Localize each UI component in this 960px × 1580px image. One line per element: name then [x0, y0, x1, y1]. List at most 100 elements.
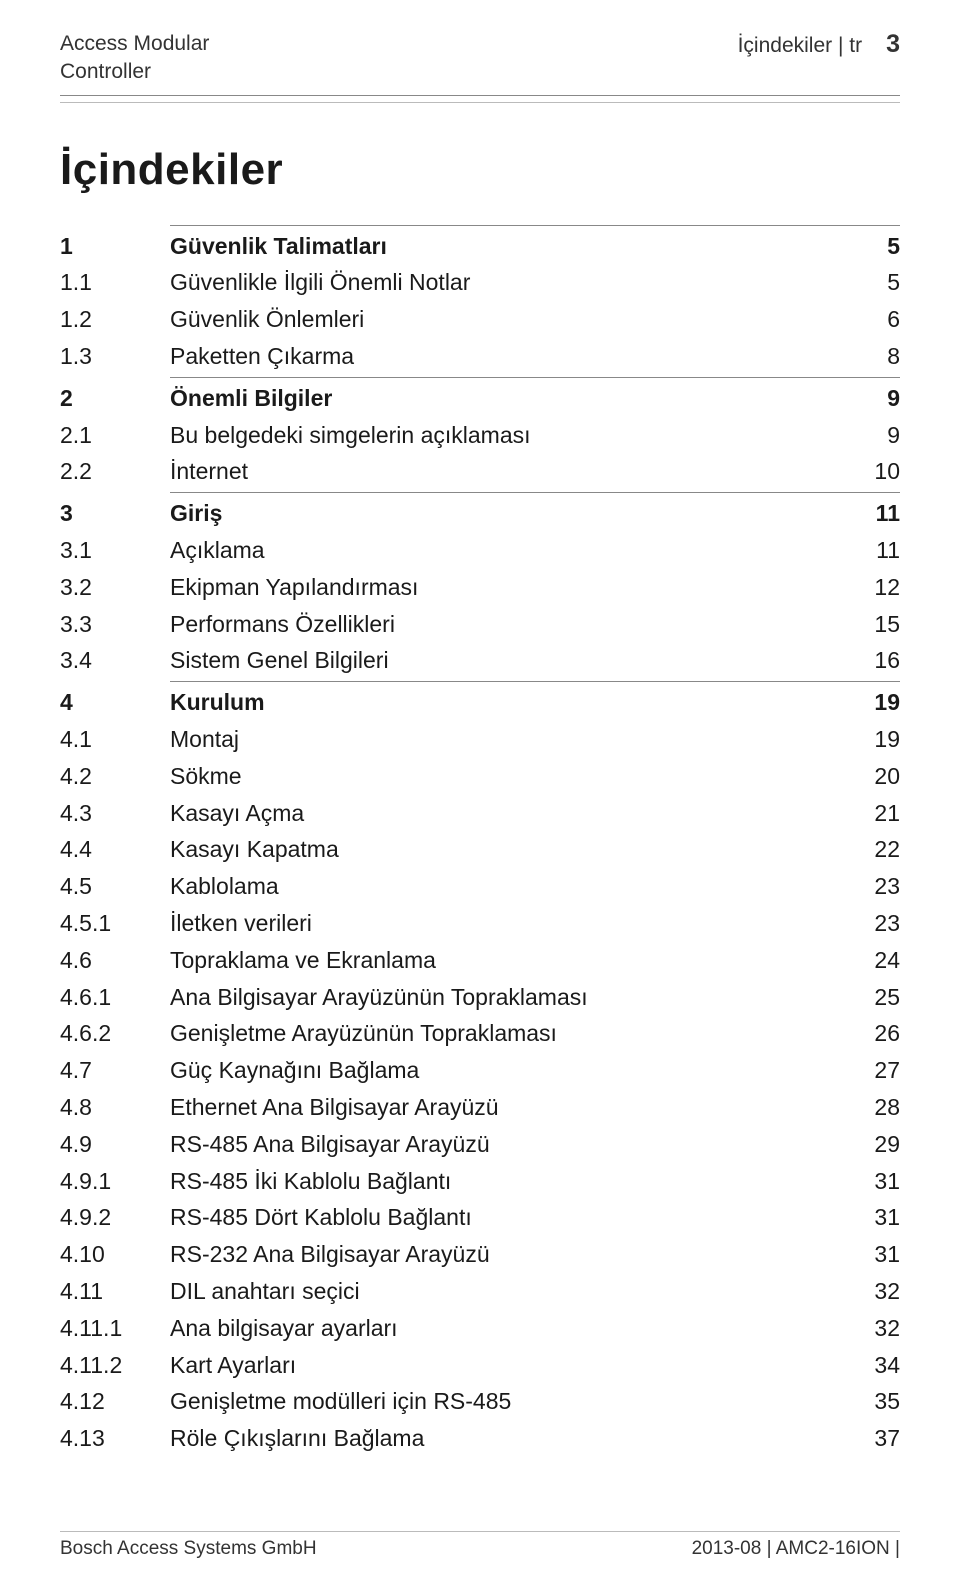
toc-row: 4.9.2RS-485 Dört Kablolu Bağlantı31 [60, 1199, 900, 1236]
toc-page: 10 [840, 453, 900, 490]
toc-row: 4.6.2Genişletme Arayüzünün Topraklaması2… [60, 1015, 900, 1052]
toc-title: Kart Ayarları [170, 1347, 840, 1384]
toc-title: Sistem Genel Bilgileri [170, 642, 840, 679]
toc-page: 22 [840, 831, 900, 868]
toc-page: 34 [840, 1347, 900, 1384]
toc-number: 3.1 [60, 532, 170, 569]
toc-title: Kurulum [170, 684, 840, 721]
toc-row: 4.1Montaj19 [60, 721, 900, 758]
toc-row: 4.10RS-232 Ana Bilgisayar Arayüzü31 [60, 1236, 900, 1273]
toc-number: 4.5.1 [60, 905, 170, 942]
toc-title: Önemli Bilgiler [170, 380, 840, 417]
toc-number: 1.3 [60, 338, 170, 375]
toc-row: 4.4Kasayı Kapatma22 [60, 831, 900, 868]
toc-number: 4.1 [60, 721, 170, 758]
toc-row: 4.11.2Kart Ayarları34 [60, 1347, 900, 1384]
toc-row: 4.8Ethernet Ana Bilgisayar Arayüzü28 [60, 1089, 900, 1126]
toc-number: 2.2 [60, 453, 170, 490]
toc-title: Bu belgedeki simgelerin açıklaması [170, 417, 840, 454]
toc-row: 2.2İnternet10 [60, 453, 900, 490]
toc-row: 4.9.1RS-485 İki Kablolu Bağlantı31 [60, 1163, 900, 1200]
toc-row: 4.12Genişletme modülleri için RS-48535 [60, 1383, 900, 1420]
toc-number: 3.3 [60, 606, 170, 643]
toc-page: 11 [840, 532, 900, 569]
toc-row: 4.5.1İletken verileri23 [60, 905, 900, 942]
header-left: Access Modular Controller [60, 30, 209, 87]
toc-number: 4.11.1 [60, 1310, 170, 1347]
header-page-number: 3 [886, 30, 900, 59]
toc-title: Röle Çıkışlarını Bağlama [170, 1420, 840, 1457]
toc-section-rule [170, 225, 900, 226]
toc-number: 4.9 [60, 1126, 170, 1163]
toc-section-rule [170, 681, 900, 682]
toc-page: 20 [840, 758, 900, 795]
toc-row: 1Güvenlik Talimatları5 [60, 228, 900, 265]
toc-row: 3.4Sistem Genel Bilgileri16 [60, 642, 900, 679]
toc-row: 4.3Kasayı Açma21 [60, 795, 900, 832]
toc-page: 9 [840, 417, 900, 454]
toc-title: İletken verileri [170, 905, 840, 942]
toc-title: Güvenlik Talimatları [170, 228, 840, 265]
toc-title: Ethernet Ana Bilgisayar Arayüzü [170, 1089, 840, 1126]
toc-number: 4.11.2 [60, 1347, 170, 1384]
toc-page: 28 [840, 1089, 900, 1126]
toc-number: 4.13 [60, 1420, 170, 1457]
toc-number: 1.2 [60, 301, 170, 338]
header-product-line1: Access Modular [60, 30, 209, 58]
toc-row: 4Kurulum19 [60, 684, 900, 721]
toc-number: 2 [60, 380, 170, 417]
toc-title: Performans Özellikleri [170, 606, 840, 643]
toc-page: 23 [840, 905, 900, 942]
page-title: İçindekiler [60, 145, 900, 195]
toc-title: Açıklama [170, 532, 840, 569]
toc-number: 3.4 [60, 642, 170, 679]
toc-row: 1.3Paketten Çıkarma8 [60, 338, 900, 375]
toc-row: 2.1Bu belgedeki simgelerin açıklaması9 [60, 417, 900, 454]
footer-right: 2013-08 | AMC2-16ION | [692, 1538, 900, 1560]
toc-number: 4.3 [60, 795, 170, 832]
toc-page: 31 [840, 1199, 900, 1236]
toc-page: 11 [840, 495, 900, 532]
toc-number: 4.9.2 [60, 1199, 170, 1236]
toc-title: İnternet [170, 453, 840, 490]
toc-number: 3.2 [60, 569, 170, 606]
toc-number: 4 [60, 684, 170, 721]
toc-page: 12 [840, 569, 900, 606]
toc-page: 6 [840, 301, 900, 338]
toc-page: 5 [840, 228, 900, 265]
toc-page: 8 [840, 338, 900, 375]
toc-number: 4.5 [60, 868, 170, 905]
toc-title: Paketten Çıkarma [170, 338, 840, 375]
toc-row: 3Giriş11 [60, 495, 900, 532]
toc-title: Ekipman Yapılandırması [170, 569, 840, 606]
toc-row: 4.7Güç Kaynağını Bağlama27 [60, 1052, 900, 1089]
toc-title: RS-485 Ana Bilgisayar Arayüzü [170, 1126, 840, 1163]
toc-page: 29 [840, 1126, 900, 1163]
toc-title: Güç Kaynağını Bağlama [170, 1052, 840, 1089]
toc-page: 35 [840, 1383, 900, 1420]
toc-page: 5 [840, 264, 900, 301]
toc-page: 32 [840, 1310, 900, 1347]
toc-number: 4.10 [60, 1236, 170, 1273]
toc-number: 1 [60, 228, 170, 265]
toc-title: Kasayı Kapatma [170, 831, 840, 868]
toc-page: 26 [840, 1015, 900, 1052]
toc-page: 24 [840, 942, 900, 979]
toc-title: Genişletme Arayüzünün Topraklaması [170, 1015, 840, 1052]
toc-title: Montaj [170, 721, 840, 758]
header-section-label: İçindekiler | tr [738, 34, 863, 58]
toc-page: 23 [840, 868, 900, 905]
toc-title: Güvenlikle İlgili Önemli Notlar [170, 264, 840, 301]
toc-row: 4.11DIL anahtarı seçici32 [60, 1273, 900, 1310]
toc-title: DIL anahtarı seçici [170, 1273, 840, 1310]
toc-page: 9 [840, 380, 900, 417]
toc-title: Güvenlik Önlemleri [170, 301, 840, 338]
toc-page: 31 [840, 1236, 900, 1273]
page-footer: Bosch Access Systems GmbH 2013-08 | AMC2… [60, 1531, 900, 1560]
toc-title: RS-485 Dört Kablolu Bağlantı [170, 1199, 840, 1236]
toc-title: RS-232 Ana Bilgisayar Arayüzü [170, 1236, 840, 1273]
toc-number: 4.12 [60, 1383, 170, 1420]
toc-row: 4.9RS-485 Ana Bilgisayar Arayüzü29 [60, 1126, 900, 1163]
toc-page: 19 [840, 684, 900, 721]
toc-title: Ana Bilgisayar Arayüzünün Topraklaması [170, 979, 840, 1016]
